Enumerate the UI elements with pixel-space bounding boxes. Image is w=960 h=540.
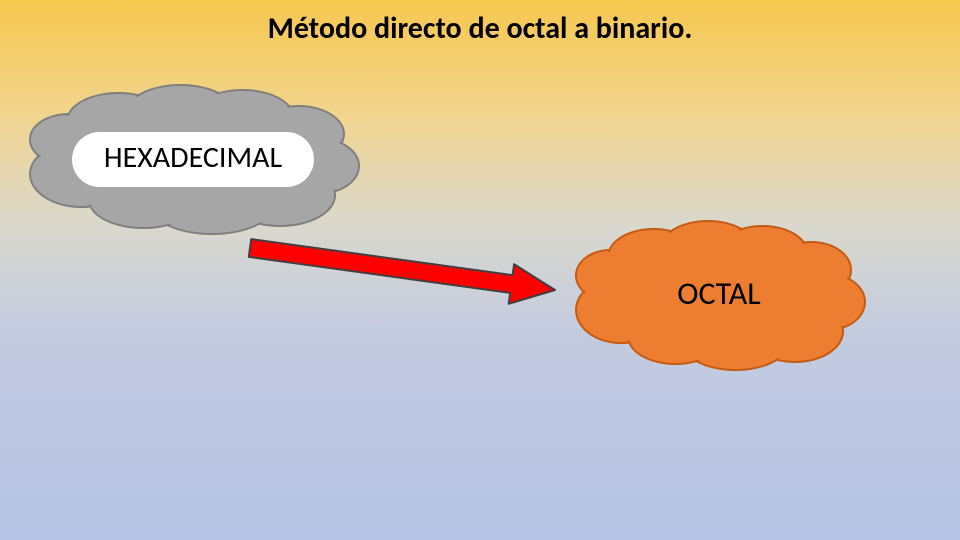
slide: Método directo de octal a binario. HEXAD… (0, 0, 960, 540)
cloud-octal-label: OCTAL (583, 274, 855, 313)
cloud-octal: OCTAL (583, 228, 855, 360)
